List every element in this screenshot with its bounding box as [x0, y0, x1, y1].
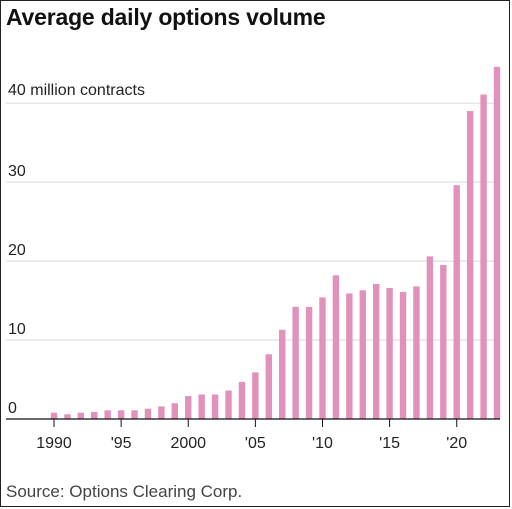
bar-2009: [305, 306, 313, 419]
x-axis: 1990 '95 2000 '05 '10 '15 '20: [6, 418, 500, 452]
bar-1990: [50, 412, 58, 419]
x-tick-label-2020: '20: [446, 435, 467, 452]
x-tick-label-2000: 2000: [170, 435, 206, 452]
chart-title: Average daily options volume: [6, 4, 326, 30]
gridlines: [6, 102, 500, 341]
bar-1992: [77, 412, 85, 419]
bar-2021: [466, 111, 474, 419]
bar-1995: [117, 410, 125, 419]
bar-2004: [238, 381, 246, 419]
chart-source: Source: Options Clearing Corp.: [6, 482, 243, 501]
bar-2018: [426, 256, 434, 419]
bar-2005: [252, 372, 259, 419]
bar-2020: [453, 185, 460, 419]
bar-2016: [399, 291, 407, 419]
y-axis-top-label: 40 million contracts: [8, 82, 145, 99]
x-tick-label-1995: '95: [111, 435, 132, 452]
bar-1999: [171, 403, 179, 419]
bars: [50, 66, 501, 420]
bar-2007: [279, 329, 286, 419]
bar-2019: [440, 265, 447, 419]
bar-1994: [104, 410, 111, 419]
bar-2000: [185, 396, 192, 419]
bar-2010: [319, 297, 326, 419]
bar-2014: [372, 283, 380, 419]
bar-2013: [359, 290, 366, 419]
bar-1993: [91, 411, 98, 419]
bar-2012: [346, 293, 353, 419]
bar-2002: [211, 394, 219, 419]
bar-2001: [198, 394, 205, 419]
y-axis-labels: 0 10 20 30 40 million contracts: [8, 82, 145, 417]
bar-1991: [64, 414, 71, 419]
bar-2006: [265, 354, 272, 419]
x-tick-label-2005: '05: [245, 435, 266, 452]
bar-2017: [413, 286, 420, 419]
x-tick-label-2015: '15: [379, 435, 400, 452]
y-tick-label-20: 20: [8, 242, 26, 259]
bar-2023: [493, 66, 501, 420]
bar-2011: [332, 275, 340, 419]
bar-2008: [292, 306, 299, 419]
bar-2003: [225, 390, 232, 419]
y-tick-label-30: 30: [8, 163, 26, 180]
y-tick-label-10: 10: [8, 321, 26, 338]
bar-1998: [158, 406, 165, 419]
bar-2015: [386, 287, 393, 419]
y-tick-label-0: 0: [8, 400, 17, 417]
x-tick-label-2010: '10: [312, 435, 333, 452]
bar-1997: [144, 408, 152, 419]
bar-2022: [480, 94, 487, 419]
bar-1996: [131, 410, 138, 419]
x-tick-label-1990: 1990: [36, 435, 72, 452]
